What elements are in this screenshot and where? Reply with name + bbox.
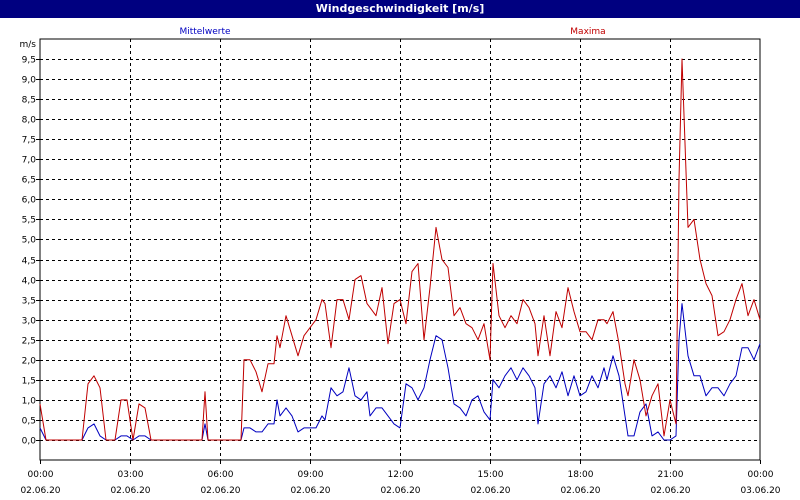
legend-entry-maxima: Maxima bbox=[570, 27, 605, 37]
series-line-mittelwerte bbox=[39, 303, 761, 441]
x-tick-date: 02.06.20 bbox=[650, 486, 690, 496]
x-tick-date: 02.06.20 bbox=[20, 486, 60, 496]
x-tick-time: 00:00 bbox=[28, 470, 54, 480]
x-tick-date: 02.06.20 bbox=[470, 486, 510, 496]
y-tick-label: 7,0 bbox=[22, 156, 37, 166]
axes: 0,0 0,5 1,0 1,5 2,0 2,5 3,0 3,5 4,0 4,5 5,0 5,5 6,0 6… bbox=[20, 38, 781, 496]
x-tick-date: 02.06.20 bbox=[380, 486, 420, 496]
y-tick-label: 1,5 bbox=[22, 377, 36, 387]
x-tick-date: 03.06.20 bbox=[740, 486, 780, 496]
y-tick-label: 1,0 bbox=[22, 397, 37, 407]
x-tick-date: 02.06.20 bbox=[560, 486, 600, 496]
series-line-maxima bbox=[39, 58, 761, 441]
x-tick-date: 02.06.20 bbox=[200, 486, 240, 496]
y-tick-label: 4,0 bbox=[22, 277, 37, 287]
y-axis-label: m/s bbox=[20, 40, 37, 50]
x-tick-time: 09:00 bbox=[298, 470, 324, 480]
y-tick-label: 5,0 bbox=[22, 236, 37, 246]
y-tick-label: 0,0 bbox=[22, 437, 37, 447]
y-tick-label: 5,5 bbox=[22, 216, 36, 226]
x-tick-date: 02.06.20 bbox=[290, 486, 330, 496]
y-tick-label: 3,0 bbox=[22, 317, 37, 327]
y-tick-label: 9,0 bbox=[22, 76, 37, 86]
y-tick-label: 9,5 bbox=[22, 56, 36, 66]
y-tick-label: 2,0 bbox=[22, 357, 37, 367]
y-tick-label: 7,5 bbox=[22, 136, 36, 146]
legend: Mittelwerte Maxima bbox=[179, 27, 605, 37]
y-tick-label: 8,0 bbox=[22, 116, 37, 126]
y-tick-label: 4,5 bbox=[22, 257, 36, 267]
legend-entry-mittelwerte: Mittelwerte bbox=[179, 27, 230, 37]
x-tick-time: 18:00 bbox=[568, 470, 594, 480]
y-tick-label: 6,0 bbox=[22, 196, 37, 206]
y-tick-label: 2,5 bbox=[22, 337, 36, 347]
x-tick-time: 21:00 bbox=[658, 470, 684, 480]
y-tick-label: 0,5 bbox=[22, 417, 36, 427]
grid bbox=[40, 39, 760, 460]
x-tick-time: 00:00 bbox=[748, 470, 774, 480]
x-tick-time: 03:00 bbox=[118, 470, 144, 480]
series-lines bbox=[39, 58, 761, 441]
x-tick-time: 06:00 bbox=[208, 470, 234, 480]
y-tick-label: 8,5 bbox=[22, 96, 36, 106]
x-tick-time: 15:00 bbox=[478, 470, 504, 480]
x-tick-time: 12:00 bbox=[388, 470, 414, 480]
y-tick-label: 3,5 bbox=[22, 297, 36, 307]
window-title: Windgeschwindigkeit [m/s] bbox=[0, 0, 800, 18]
y-tick-label: 6,5 bbox=[22, 176, 36, 186]
x-tick-date: 02.06.20 bbox=[110, 486, 150, 496]
